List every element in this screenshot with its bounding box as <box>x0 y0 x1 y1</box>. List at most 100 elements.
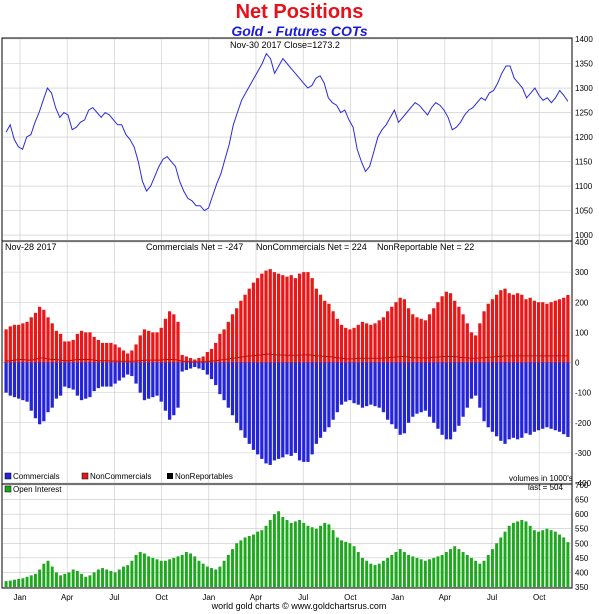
commercials-bar <box>155 362 159 396</box>
net-bars-layer <box>4 269 570 465</box>
commercials-bar <box>314 362 318 444</box>
open-interest-bar <box>122 566 125 587</box>
oi-y-tick-label: 550 <box>575 525 589 534</box>
noncommercials-bar <box>419 318 423 363</box>
open-interest-bar <box>247 536 251 587</box>
noncommercials-bar <box>50 323 54 363</box>
oi-y-tick-label: 600 <box>575 510 589 519</box>
commercials-bar <box>335 362 339 413</box>
open-interest-bar <box>197 560 201 587</box>
noncommercials-bar <box>8 326 12 363</box>
commercials-bar <box>247 362 251 444</box>
commercials-bar <box>297 362 302 461</box>
open-interest-bar <box>440 554 444 587</box>
open-interest-bar <box>71 569 75 587</box>
net-y-tick-label: 200 <box>575 298 589 307</box>
open-interest-bar <box>402 552 406 587</box>
commercials-bar <box>536 362 541 431</box>
commercials-bar <box>84 362 88 399</box>
noncommercials-bar <box>566 295 570 363</box>
open-interest-bar <box>373 565 377 587</box>
commercials-bar <box>239 362 243 431</box>
commercials-bar <box>356 362 360 405</box>
oi-y-tick-label: 500 <box>575 539 589 548</box>
noncommercials-bar <box>17 324 21 363</box>
noncommercials-bar <box>373 323 377 363</box>
open-interest-bar <box>54 572 58 587</box>
commercials-bar <box>394 362 398 429</box>
noncommercials-bar <box>297 273 302 363</box>
noncommercials-bar <box>42 309 46 363</box>
commercials-bar <box>348 362 352 401</box>
open-interest-bar <box>210 568 213 587</box>
open-interest-bar <box>42 563 46 587</box>
net-y-tick-label: -300 <box>575 449 592 458</box>
noncommercials-bar <box>469 332 474 363</box>
noncommercials-bar <box>147 330 151 363</box>
commercials-bar <box>29 362 33 411</box>
noncommercials-bar <box>314 288 318 363</box>
open-interest-bar <box>289 522 293 587</box>
open-interest-bar <box>80 573 84 587</box>
open-interest-bar <box>272 514 276 587</box>
open-interest-bar <box>549 530 553 587</box>
commercials-bar <box>302 362 306 462</box>
open-interest-bar <box>528 525 532 587</box>
noncommercials-bar <box>369 324 373 363</box>
noncommercials-bar <box>159 327 163 363</box>
noncommercials-bar <box>490 299 495 363</box>
open-interest-bar <box>449 549 452 587</box>
open-interest-bar <box>46 560 50 587</box>
commercials-bar <box>134 362 138 384</box>
commercials-bar <box>8 362 12 396</box>
x-tick-label: Jan <box>391 593 404 602</box>
commercials-bar <box>373 362 377 407</box>
oi-y-tick-label: 700 <box>575 481 589 490</box>
noncommercials-bar <box>105 342 109 363</box>
open-interest-bar <box>369 563 373 587</box>
noncommercials-bar <box>230 314 235 363</box>
open-interest-bar <box>495 543 499 587</box>
noncommercials-bar <box>453 300 457 363</box>
noncommercials-bar <box>92 336 96 363</box>
open-interest-bar <box>511 522 515 587</box>
noncommercials-bar <box>239 300 243 363</box>
commercials-bar <box>381 362 386 413</box>
open-interest-bar <box>281 517 285 587</box>
commercials-bar <box>339 362 344 405</box>
commercials-bar <box>411 362 415 417</box>
commercials-bar <box>482 362 486 422</box>
noncommercials-bar <box>423 320 427 363</box>
commercials-bar <box>184 362 189 371</box>
open-interest-bar <box>398 549 402 587</box>
net-y-tick-label: -100 <box>575 389 592 398</box>
price-line <box>5 52 569 212</box>
legend-swatch-noncommercials <box>81 472 89 480</box>
open-interest-bar <box>444 552 448 587</box>
noncommercials-bar <box>536 302 541 363</box>
x-tick-label: Apr <box>61 593 74 602</box>
commercials-bar <box>494 362 499 437</box>
noncommercials-bar <box>264 270 268 363</box>
commercials-bar <box>42 362 46 422</box>
open-interest-bar <box>461 552 465 587</box>
price-y-tick-label: 1150 <box>575 158 593 167</box>
open-interest-bar <box>109 570 113 587</box>
open-interest-bar <box>201 563 205 587</box>
open-interest-bar <box>524 521 528 587</box>
commercials-bar <box>331 362 335 420</box>
commercials-bar <box>222 362 226 401</box>
open-interest-bar <box>75 570 79 587</box>
noncommercials-bar <box>12 324 17 363</box>
commercials-bar <box>511 362 516 438</box>
net-y-tick-label: 300 <box>575 268 589 277</box>
open-interest-bar <box>394 552 398 587</box>
commercials-bar <box>17 362 21 399</box>
commercials-bar <box>63 362 67 387</box>
open-interest-bar <box>8 580 12 587</box>
commercials-bar <box>499 362 503 441</box>
commercials-bar <box>432 362 436 423</box>
open-interest-bar <box>293 521 297 587</box>
open-interest-bar <box>251 534 255 587</box>
commercials-bar <box>566 362 570 437</box>
